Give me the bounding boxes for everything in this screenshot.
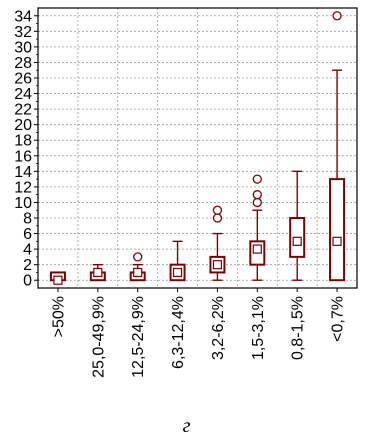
y-tick-label: 0 <box>23 273 32 290</box>
x-tick-label: 1,5-3,1% <box>250 296 267 360</box>
box-1 <box>89 263 106 282</box>
y-tick-label: 20 <box>14 117 32 134</box>
y-tick-label: 30 <box>14 39 32 56</box>
box-6 <box>289 170 306 281</box>
iqr-box <box>329 178 346 282</box>
y-tick-label: 28 <box>14 55 32 72</box>
median-marker <box>172 267 183 278</box>
median-marker <box>212 260 223 270</box>
plot-frame <box>37 7 358 289</box>
outlier-point <box>252 197 262 208</box>
boxes <box>49 11 346 285</box>
median-marker <box>292 236 302 246</box>
y-tick-label: 10 <box>14 195 32 212</box>
y-tick-label: 14 <box>14 164 32 181</box>
median-marker <box>133 267 143 278</box>
box-0 <box>49 271 66 285</box>
outlier-point <box>252 190 262 200</box>
outlier-point <box>212 213 223 223</box>
y-tick-label: 22 <box>14 102 32 119</box>
box-7 <box>329 11 346 282</box>
box-2 <box>129 252 146 282</box>
box-3 <box>169 240 186 282</box>
median-marker <box>332 236 342 246</box>
x-tick-label: 3,2-6,2% <box>210 296 227 360</box>
y-tick-label: 12 <box>14 179 32 196</box>
y-tick-label: 34 <box>14 8 32 25</box>
x-tick-label: >50% <box>50 296 67 337</box>
y-tick-label: 16 <box>14 148 32 165</box>
x-tick-label: <0,7% <box>330 296 347 342</box>
y-tick-label: 2 <box>23 257 32 274</box>
y-tick-label: 26 <box>14 71 32 88</box>
y-tick-label: 4 <box>23 242 32 259</box>
x-tick-label: 25,0-49,9% <box>90 296 107 378</box>
median-marker <box>53 275 63 285</box>
y-tick-label: 24 <box>14 86 32 103</box>
x-tick-label: 6,3-12,4% <box>170 296 187 369</box>
box-4 <box>209 205 226 281</box>
y-tick-label: 32 <box>14 24 32 41</box>
x-tick-label: 0,8-1,5% <box>290 296 307 360</box>
figure-caption: г <box>182 415 191 437</box>
y-tick-label: 8 <box>23 211 32 228</box>
median-marker <box>252 244 262 254</box>
outlier-point <box>212 205 223 215</box>
grid-lines <box>38 8 357 288</box>
median-marker <box>93 267 103 278</box>
x-axis-tick-labels: >50% 25,0-49,9% 12,5-24,9% 6,3-12,4% 3,2-6,2… <box>50 288 347 378</box>
box-5 <box>249 174 266 281</box>
outlier-point <box>133 252 143 262</box>
y-tick-label: 6 <box>23 226 32 243</box>
outlier-point <box>252 174 262 184</box>
x-tick-label: 12,5-24,9% <box>130 296 147 378</box>
y-tick-label: 18 <box>14 133 32 150</box>
outlier-point <box>332 11 342 21</box>
